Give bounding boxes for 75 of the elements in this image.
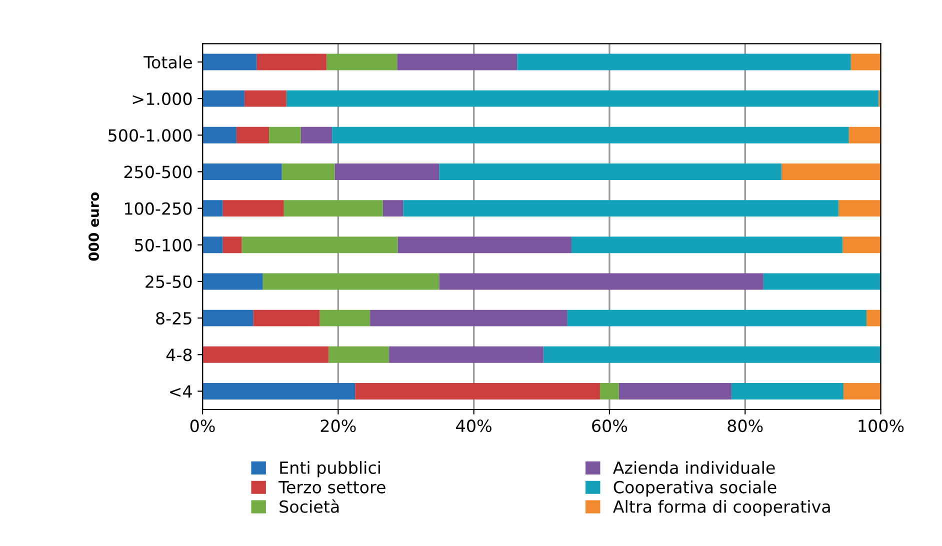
bar xyxy=(567,310,867,326)
bar xyxy=(334,163,440,180)
bar xyxy=(382,200,404,217)
bar xyxy=(202,236,223,254)
bar xyxy=(600,382,619,400)
bar xyxy=(544,346,881,363)
legend-label: Altra forma di cooperativa xyxy=(613,500,830,516)
bar xyxy=(838,200,881,217)
bar xyxy=(269,126,301,144)
bar xyxy=(732,382,844,400)
bar xyxy=(842,236,881,254)
legend-label: Terzo settore xyxy=(278,481,386,494)
bar xyxy=(202,54,257,70)
bar xyxy=(397,54,518,70)
bar xyxy=(618,382,732,400)
bar xyxy=(284,200,383,217)
bar xyxy=(398,236,572,254)
bar xyxy=(202,382,356,400)
x-tick-label: 100% xyxy=(858,420,904,432)
x-tick-label: 0% xyxy=(190,420,215,432)
bar xyxy=(262,273,440,290)
y-tick-label: <4 xyxy=(170,385,192,398)
x-tick-label: 20% xyxy=(320,420,356,432)
x-tick-label: 60% xyxy=(592,420,628,432)
x-tick-label: 80% xyxy=(728,420,763,432)
bar xyxy=(763,273,881,290)
bar xyxy=(282,163,335,180)
bar xyxy=(403,200,839,217)
bar xyxy=(202,310,254,326)
bar xyxy=(370,310,568,326)
bar xyxy=(222,236,242,254)
bar xyxy=(517,54,851,70)
bar xyxy=(866,310,881,326)
bar xyxy=(782,163,881,180)
bar xyxy=(286,90,879,107)
bar xyxy=(222,200,284,217)
bar xyxy=(439,273,764,290)
y-tick-label: 8-25 xyxy=(156,312,192,325)
bar xyxy=(202,200,223,217)
bar xyxy=(202,346,329,363)
y-tick-label: 500-1.000 xyxy=(108,129,192,142)
bar xyxy=(389,346,544,363)
bar xyxy=(326,54,398,70)
y-tick-label: 250-500 xyxy=(124,166,192,178)
bar xyxy=(253,310,320,326)
bar xyxy=(320,310,370,326)
legend-label: Cooperativa sociale xyxy=(614,480,776,497)
y-tick-label: 100-250 xyxy=(125,202,192,215)
bar xyxy=(843,382,881,400)
bar xyxy=(202,273,263,290)
bar xyxy=(328,346,390,363)
y-tick-label: 4-8 xyxy=(166,348,192,362)
bar xyxy=(202,163,282,180)
bar xyxy=(355,382,600,400)
y-tick-label: >1.000 xyxy=(132,92,192,106)
bar xyxy=(244,90,287,107)
x-tick-label: 40% xyxy=(456,420,492,432)
y-tick-label: 50-100 xyxy=(135,238,192,252)
bar xyxy=(850,54,881,70)
bar xyxy=(571,236,843,254)
legend-label: Azienda individuale xyxy=(613,461,775,474)
bar xyxy=(202,90,245,107)
bar xyxy=(236,126,269,144)
y-axis-title: 000 euro xyxy=(88,192,100,261)
bar xyxy=(256,54,327,70)
bar xyxy=(332,126,849,144)
bar xyxy=(242,236,398,254)
y-tick-label: Totale xyxy=(144,56,192,69)
y-tick-label: 25-50 xyxy=(146,275,192,288)
bar xyxy=(300,126,332,144)
legend-label: Enti pubblici xyxy=(280,461,380,478)
legend-label: Società xyxy=(280,499,339,513)
bar xyxy=(848,126,881,144)
bar xyxy=(439,163,782,180)
bar xyxy=(202,126,236,144)
